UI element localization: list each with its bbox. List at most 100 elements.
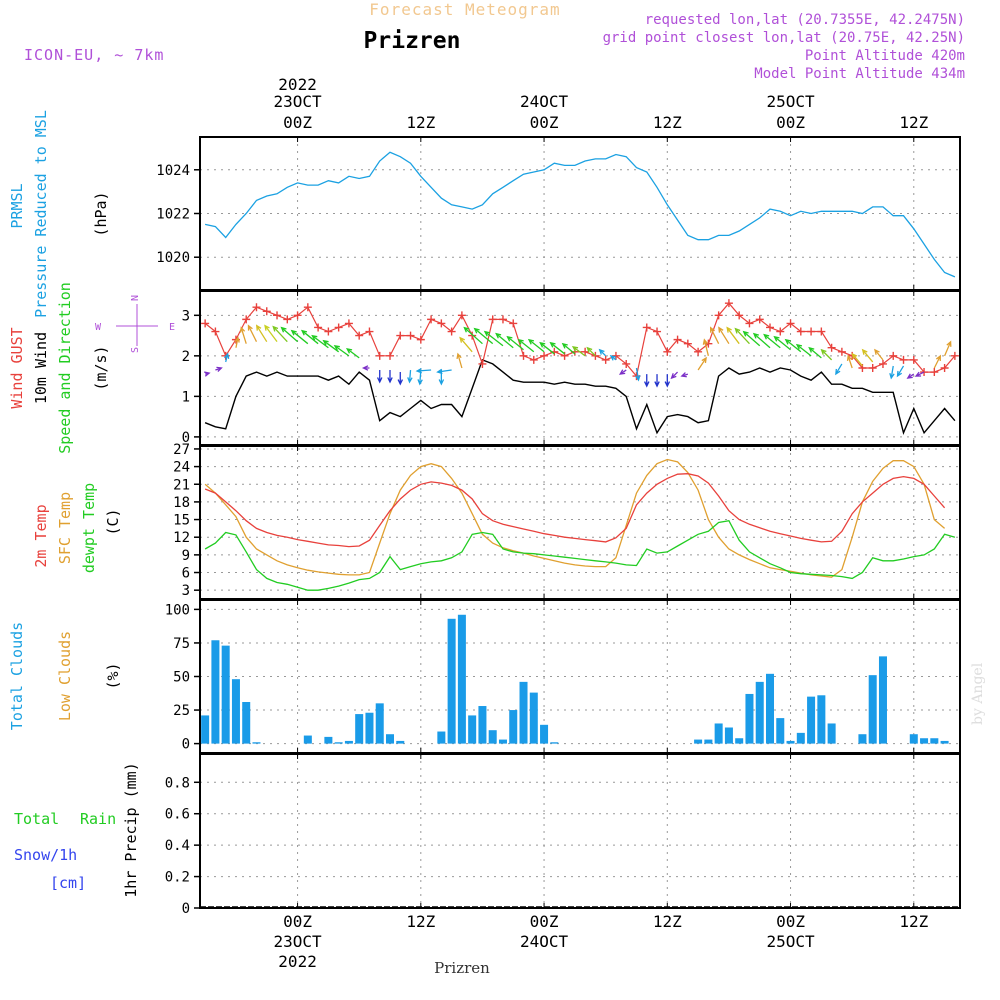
cloud-bar-0	[201, 715, 210, 744]
cloud-bar-57	[786, 740, 795, 744]
gust-marker	[324, 327, 333, 336]
wind-arrow-18	[387, 370, 393, 384]
y-tick-label-1: 0.2	[165, 870, 190, 886]
top-axis-label-l3-3: 12Z	[653, 113, 682, 132]
cloud-bar-16	[365, 712, 374, 744]
wind-arrow-4	[239, 326, 247, 344]
gust-marker	[355, 331, 364, 340]
subtitle: Forecast Meteogram	[369, 0, 560, 19]
compass-e: E	[169, 322, 175, 333]
wind-arrow-48	[697, 356, 707, 371]
gust-marker	[396, 331, 405, 340]
bottom-axis-label-l1-5: 12Z	[899, 912, 928, 931]
y-tick-label-2: 1024	[156, 163, 190, 179]
gust-marker	[252, 303, 261, 312]
y-tick-label-2: 9	[182, 548, 190, 564]
temp2m-line	[204, 473, 946, 548]
wind-arrow-58	[784, 338, 802, 353]
cloud-bar-24	[447, 618, 456, 744]
pressure-panel: PRMSL Pressure Reduced to MSL (hPa) 1020…	[8, 110, 961, 318]
y-tick-label-8: 27	[173, 442, 190, 458]
wind-arrow-23	[438, 370, 445, 386]
wind-arrow-41	[618, 369, 627, 375]
y-tick-label-4: 0.8	[165, 775, 190, 791]
cloud-bar-2	[221, 645, 230, 744]
gust-marker	[909, 355, 918, 364]
wind-arrow-43	[643, 374, 650, 388]
gust-marker	[663, 347, 672, 356]
dewpt-label: dewpt Temp	[80, 483, 98, 573]
gust-marker	[786, 319, 795, 328]
gust-marker	[776, 327, 785, 336]
gust-marker	[334, 323, 343, 332]
cloud-bar-61	[827, 723, 836, 744]
cloud-bar-58	[796, 732, 805, 744]
y-tick-label-0: 1020	[156, 250, 190, 266]
wind-speed-line	[204, 358, 956, 435]
gust-marker	[950, 351, 959, 360]
wind-unit: (m/s)	[92, 345, 110, 390]
gust-marker	[807, 327, 816, 336]
wind-arrow-57	[773, 335, 791, 351]
clouds-unit: (%)	[104, 662, 122, 689]
wind-arrow-66	[874, 348, 884, 361]
precip-cm-label: [cm]	[50, 874, 86, 892]
gust-marker	[683, 339, 692, 348]
y-tick-label-2: 50	[173, 670, 190, 686]
gust-marker	[796, 327, 805, 336]
wind-arrow-14	[333, 344, 350, 357]
precip-total-label: Total	[14, 810, 59, 828]
cloud-bar-59	[807, 696, 816, 744]
gridpoint-coords: grid point closest lon,lat (20.75E, 42.2…	[603, 30, 965, 46]
cloud-bar-18	[385, 734, 395, 744]
wind-arrow-70	[914, 371, 925, 377]
gust-marker	[242, 315, 251, 324]
bottom-axis-label-l2-0: 23OCT	[273, 932, 322, 951]
top-axis-label-l3-1: 12Z	[406, 113, 435, 132]
wind-arrow-28	[473, 327, 494, 345]
gust-marker	[601, 355, 610, 364]
y-tick-label-0: 0	[182, 737, 190, 753]
gust-label: Wind GUST	[8, 327, 26, 408]
gust-marker	[273, 311, 282, 320]
cloud-bar-17	[375, 703, 384, 744]
gust-marker	[375, 351, 384, 360]
gust-marker	[837, 347, 846, 356]
gust-marker	[889, 351, 898, 360]
y-tick-label-4: 15	[173, 513, 190, 529]
cloud-bar-26	[468, 715, 477, 744]
cloud-bar-15	[355, 714, 364, 744]
wind-arrow-8	[272, 325, 288, 343]
low-clouds-label: Low Clouds	[56, 631, 74, 721]
cloud-bar-72	[940, 740, 949, 744]
gust-marker	[529, 355, 538, 364]
wind-arrow-29	[483, 330, 504, 347]
gust-marker	[868, 364, 877, 372]
precip-snow-label: Snow/1h	[14, 846, 77, 864]
gust-marker	[878, 359, 887, 368]
cloud-bar-64	[858, 734, 867, 744]
wind-arrow-0	[204, 371, 211, 377]
top-axis-label-l3-0: 00Z	[283, 113, 312, 132]
top-axis-label-l2-2: 24OCT	[520, 92, 569, 111]
wind-arrow-44	[654, 374, 660, 388]
cloud-bar-13	[334, 742, 343, 744]
wind-arrow-37	[571, 345, 586, 357]
gust-marker	[519, 351, 528, 360]
y-tick-label-0: 3	[182, 583, 190, 599]
model-altitude: Model Point Altitude 434m	[754, 66, 965, 82]
cloud-bar-19	[396, 740, 405, 744]
wind-arrow-69	[906, 373, 915, 379]
wind-arrow-10	[290, 329, 309, 345]
wind-arrow-35	[549, 341, 565, 355]
point-altitude: Point Altitude 420m	[805, 48, 965, 64]
cloud-bar-54	[755, 681, 764, 744]
wind-arrow-9	[280, 326, 298, 343]
cloud-bar-31	[519, 681, 528, 744]
wind-arrow-1	[215, 366, 223, 372]
compass-rose: N S W E	[95, 295, 175, 353]
y-tick-label-2: 0.4	[165, 838, 190, 854]
gust-marker	[262, 307, 271, 316]
wind-arrow-47	[680, 372, 689, 378]
